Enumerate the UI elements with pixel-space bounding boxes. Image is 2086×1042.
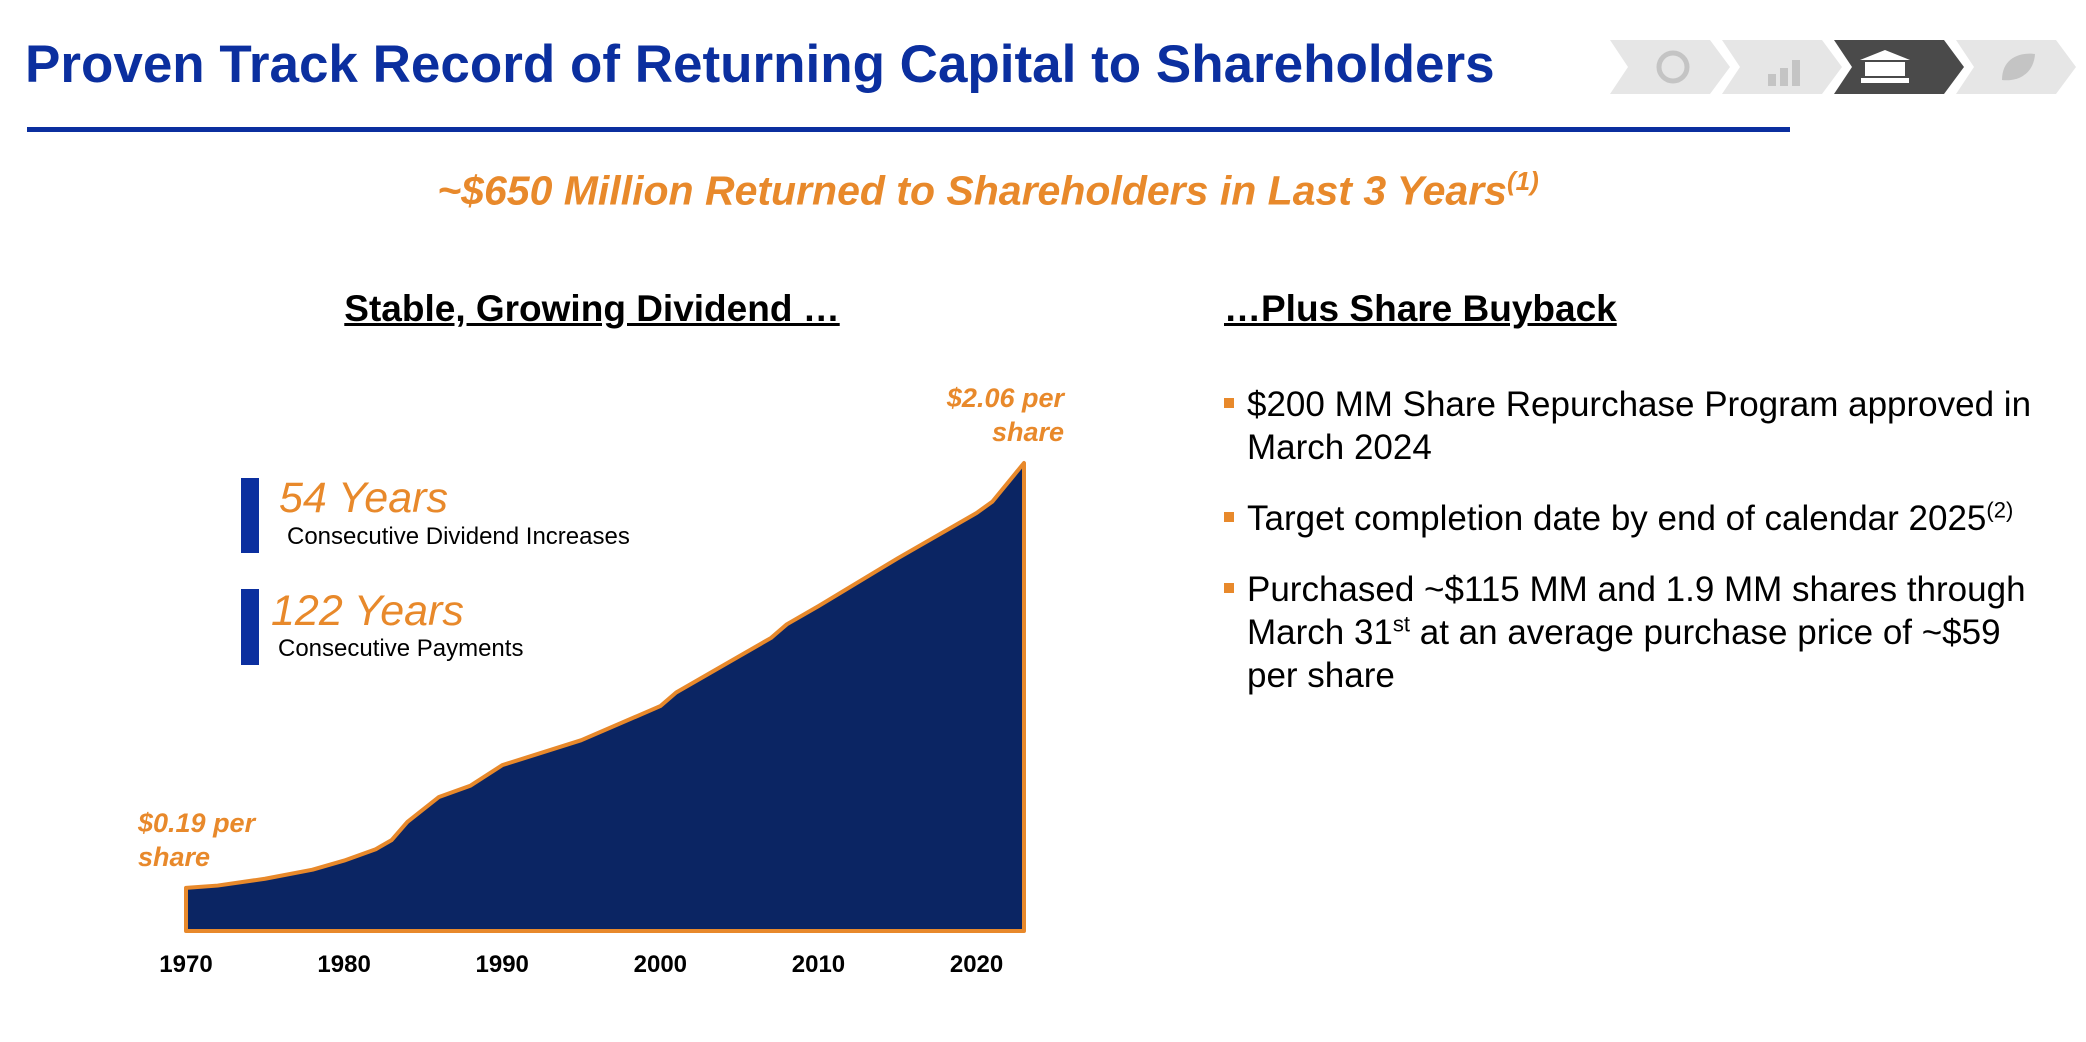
bullet-text: Target completion date by end of calenda… — [1247, 499, 1987, 538]
value-label: $0.19 per share — [138, 807, 256, 872]
area — [184, 461, 1026, 933]
stat-value: 54 Years — [279, 474, 448, 522]
x-tick-label: 2010 — [792, 951, 845, 978]
stat-bar — [241, 589, 259, 665]
footnote-ref: (1) — [1506, 166, 1539, 196]
stat-label: Consecutive Dividend Increases — [287, 523, 630, 550]
section-heading: …Plus Share Buyback — [1224, 288, 1617, 329]
x-tick-label: 2000 — [634, 951, 687, 978]
bullet: Target completion date by end of calenda… — [1224, 497, 2044, 540]
stat-bar — [241, 478, 259, 553]
x-tick-label: 1990 — [476, 951, 529, 978]
section-heading: Stable, Growing Dividend … — [344, 288, 840, 329]
section-nav — [1610, 40, 2076, 94]
superscript: st — [1392, 611, 1411, 637]
x-tick-label: 1970 — [159, 951, 212, 978]
bullet-list: $200 MM Share Repurchase Program approve… — [1224, 383, 2044, 697]
bullet-text: Purchased ~$115 MM and 1.9 MM shares thr… — [1247, 570, 2026, 652]
bullet: $200 MM Share Repurchase Program approve… — [1224, 383, 2044, 469]
value-label: $2.06 per share — [946, 383, 1064, 447]
bullet: Purchased ~$115 MM and 1.9 MM shares thr… — [1224, 568, 2044, 697]
stat-value: 122 Years — [271, 587, 464, 635]
subtitle: ~$650 Million Returned to Shareholders i… — [0, 166, 1976, 215]
stat-label: Consecutive Payments — [278, 635, 524, 662]
x-tick-label: 2020 — [950, 951, 1003, 978]
bullet-text: $200 MM Share Repurchase Program approve… — [1247, 385, 2032, 467]
superscript: (2) — [1986, 497, 2014, 523]
title-rule — [27, 127, 1790, 132]
subtitle-text: ~$650 Million Returned to Shareholders i… — [437, 167, 1507, 214]
title: Proven Track Record of Returning Capital… — [25, 35, 1495, 94]
bullet-text: at an average purchase price of ~$59 per… — [1247, 613, 2001, 695]
x-tick-label: 1980 — [317, 951, 370, 978]
